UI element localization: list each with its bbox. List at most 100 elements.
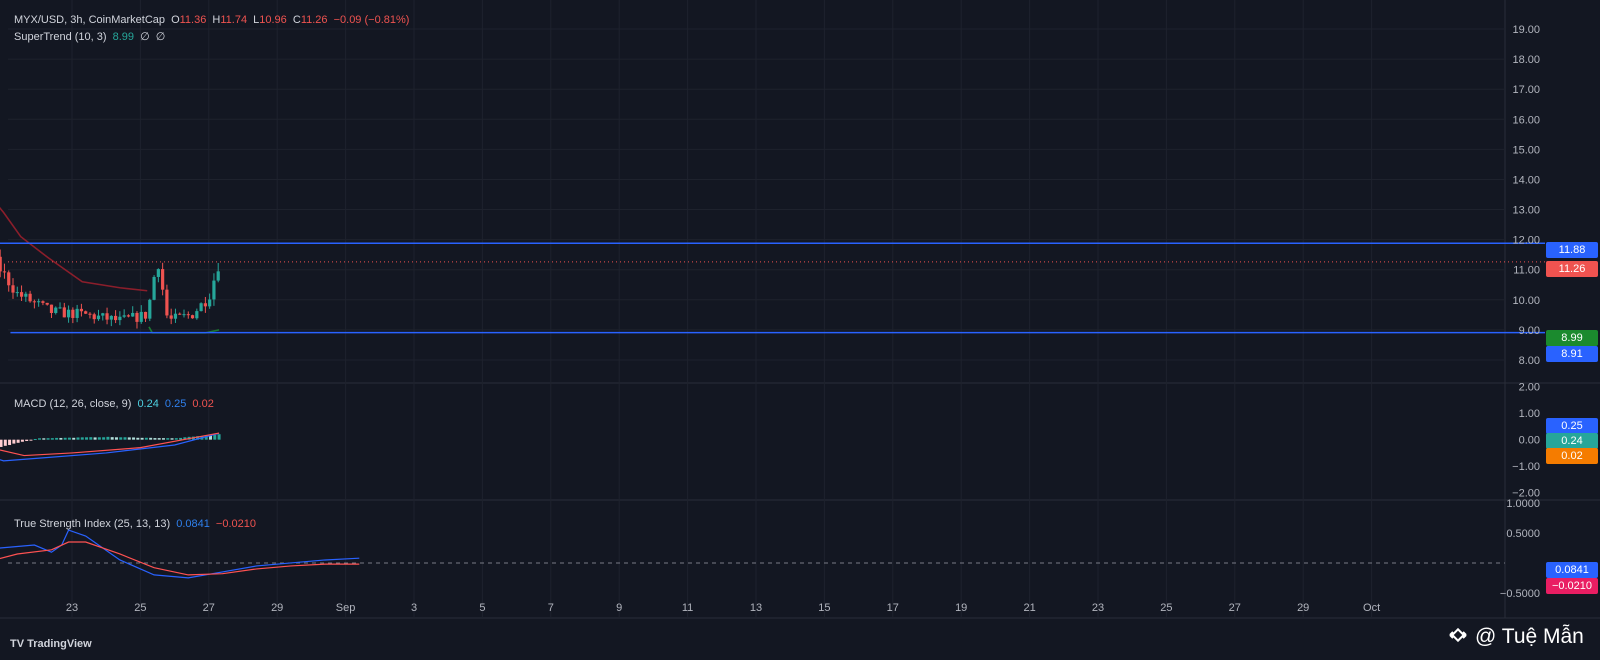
candle-up[interactable] — [37, 301, 41, 303]
candle-up[interactable] — [148, 299, 152, 319]
macd-histogram-bar — [33, 438, 37, 440]
candle-down[interactable] — [2, 271, 7, 273]
macd-histogram-bar — [0, 439, 3, 447]
candle-down[interactable] — [19, 292, 24, 297]
close-label: C — [292, 14, 301, 26]
macd-signal-tag: 0.25 — [1546, 418, 1598, 434]
x-tick-label: 23 — [1092, 602, 1104, 614]
macd-pane[interactable] — [0, 384, 221, 468]
candle-down[interactable] — [186, 314, 190, 316]
candle-down[interactable] — [0, 256, 2, 272]
macd-histogram-bar — [3, 439, 7, 446]
candle-down[interactable] — [114, 315, 118, 321]
candle-down[interactable] — [79, 308, 84, 312]
candle-up[interactable] — [118, 316, 122, 321]
candle-up[interactable] — [15, 292, 19, 294]
x-tick-label: Sep — [336, 602, 356, 614]
candle-down[interactable] — [105, 313, 109, 320]
candle-up[interactable] — [96, 315, 101, 320]
price-pane[interactable] — [0, 47, 1545, 383]
candle-up[interactable] — [122, 315, 126, 317]
macd-histogram-bar — [76, 437, 80, 440]
macd-histogram-bar — [149, 437, 153, 440]
candle-down[interactable] — [126, 315, 131, 317]
candle-down[interactable] — [7, 272, 11, 286]
tsi-line — [0, 529, 360, 579]
candle-up[interactable] — [182, 314, 186, 316]
macd-histogram-bar — [174, 438, 178, 440]
symbol-title[interactable]: MYX/USD, 3h, CoinMarketCap — [14, 14, 165, 26]
candle-up[interactable] — [208, 299, 212, 307]
candle-down[interactable] — [135, 312, 139, 322]
candle-down[interactable] — [41, 301, 45, 303]
open-label: O — [171, 14, 180, 26]
candle-up[interactable] — [195, 311, 199, 319]
last-price-tag: 11.26 — [1546, 261, 1598, 277]
tsi-pane[interactable] — [0, 514, 1505, 586]
x-tick-label: Oct — [1363, 602, 1380, 614]
candle-up[interactable] — [131, 312, 135, 317]
candle-down[interactable] — [11, 285, 15, 293]
x-tick-label: 27 — [203, 602, 215, 614]
candle-down[interactable] — [178, 313, 182, 315]
macd-histogram-bar — [204, 435, 208, 440]
candle-down[interactable] — [45, 302, 49, 305]
candle-up[interactable] — [58, 307, 62, 309]
macd-histogram-bar — [80, 437, 84, 440]
candle-up[interactable] — [54, 307, 58, 313]
price-tick-label: 16.00 — [1512, 114, 1540, 126]
macd-histogram-bar — [67, 437, 71, 440]
supertrend-legend[interactable]: SuperTrend (10, 3) 8.99 ∅ ∅ — [14, 30, 168, 43]
candle-up[interactable] — [139, 311, 143, 322]
close-value: 11.26 — [300, 14, 328, 26]
tradingview-logo[interactable]: TV TradingView — [10, 638, 92, 650]
candle-up[interactable] — [75, 308, 79, 318]
candle-up[interactable] — [66, 309, 71, 318]
price-tick-label: 13.00 — [1512, 205, 1540, 217]
macd-histogram-bar — [140, 437, 144, 440]
candle-up[interactable] — [101, 313, 105, 316]
candle-up[interactable] — [212, 280, 216, 300]
macd-histogram-bar — [55, 437, 59, 440]
candle-down[interactable] — [165, 289, 169, 316]
macd-legend[interactable]: MACD (12, 26, close, 9) 0.24 0.25 0.02 — [14, 398, 217, 410]
macd-histogram-bar — [183, 437, 187, 440]
price-tick-label: 12.00 — [1512, 235, 1540, 247]
candle-down[interactable] — [71, 309, 75, 318]
candle-up[interactable] — [156, 269, 160, 277]
macd-label: MACD (12, 26, close, 9) — [14, 398, 132, 410]
price-tick-label: 19.00 — [1512, 24, 1540, 36]
supertrend-v2: ∅ — [140, 31, 150, 43]
support-price-tag: 8.91 — [1546, 346, 1598, 362]
candle-up[interactable] — [216, 271, 220, 281]
macd-histogram-bar — [16, 439, 20, 443]
candle-down[interactable] — [92, 314, 96, 320]
price-tick-label: 11.00 — [1513, 265, 1540, 277]
candle-down[interactable] — [32, 301, 36, 303]
tsi-legend[interactable]: True Strength Index (25, 13, 13) 0.0841 … — [14, 518, 259, 530]
candle-down[interactable] — [203, 303, 207, 307]
candle-down[interactable] — [88, 313, 92, 315]
watermark-text: @ Tuệ Mẫn — [1475, 625, 1584, 648]
candle-down[interactable] — [161, 269, 165, 290]
candle-down[interactable] — [49, 304, 54, 313]
candle-down[interactable] — [190, 315, 195, 319]
candle-up[interactable] — [173, 313, 178, 319]
candle-down[interactable] — [169, 315, 173, 319]
candle-down[interactable] — [143, 311, 148, 319]
macd-histogram-bar — [102, 437, 106, 440]
x-tick-label: 13 — [750, 602, 762, 614]
candle-down[interactable] — [84, 311, 88, 314]
candle-up[interactable] — [199, 303, 203, 312]
macd-histogram-bar — [93, 437, 97, 440]
candle-up[interactable] — [109, 315, 113, 320]
price-tick-label: 8.00 — [1519, 355, 1540, 367]
x-tick-label: 25 — [134, 602, 146, 614]
candle-up[interactable] — [152, 276, 156, 300]
candle-down[interactable] — [62, 307, 66, 318]
candle-up[interactable] — [24, 293, 28, 297]
macd-signal-line — [0, 432, 220, 457]
candle-down[interactable] — [28, 293, 32, 302]
macd-histogram-bar — [38, 438, 42, 440]
